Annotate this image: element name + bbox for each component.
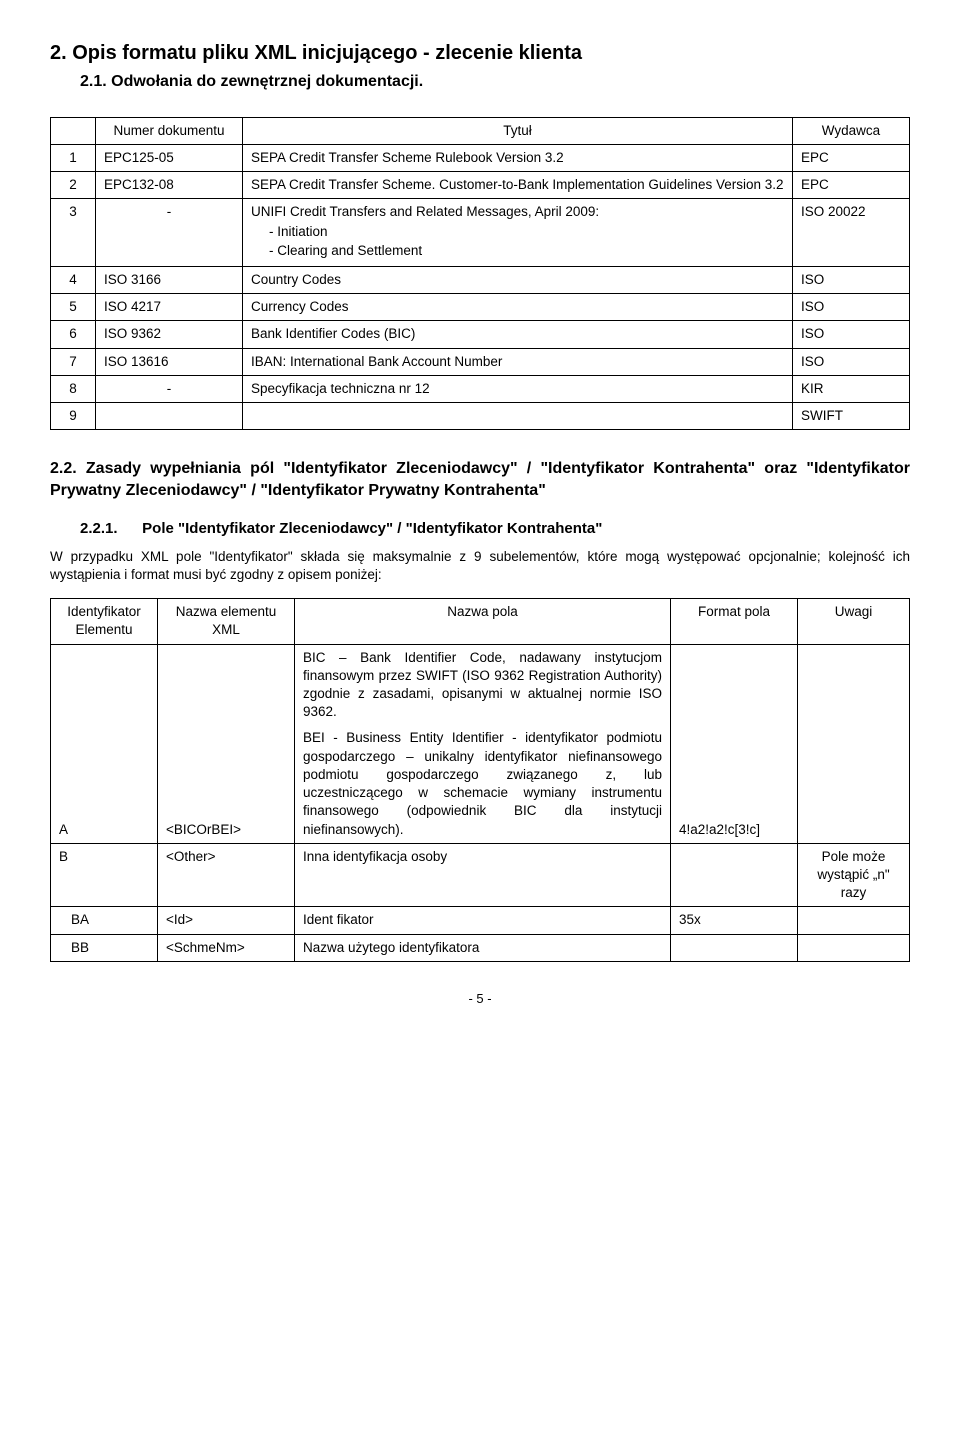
section-2-2-text: Zasady wypełniania pól "Identyfikator Zl… (50, 460, 910, 499)
t1-r8-pub: KIR (793, 375, 910, 402)
t1-r9-num (96, 403, 243, 430)
t1-r3-item2: Clearing and Settlement (269, 242, 784, 260)
t1-r7-title: IBAN: International Bank Account Number (243, 348, 793, 375)
page-number: - 5 - (50, 990, 910, 1008)
t1-r4-num: ISO 3166 (96, 266, 243, 293)
t1-r9-title (243, 403, 793, 430)
t2-ba-uwagi (798, 907, 910, 934)
section-2-2-num: 2.2. (50, 460, 77, 477)
t1-r3-num: - (96, 199, 243, 267)
references-table: Numer dokumentu Tytuł Wydawca 1 EPC125-0… (50, 117, 910, 431)
t1-r1-pub: EPC (793, 144, 910, 171)
t1-r2-title: SEPA Credit Transfer Scheme. Customer-to… (243, 172, 793, 199)
t1-r3-pub: ISO 20022 (793, 199, 910, 267)
t1-r8-n: 8 (51, 375, 96, 402)
t2-bb-id: BB (51, 934, 158, 961)
t2-b-uwagi: Pole może wystąpić „n" razy (798, 843, 910, 907)
t1-h3: Wydawca (793, 117, 910, 144)
t1-h0 (51, 117, 96, 144)
t1-r4-title: Country Codes (243, 266, 793, 293)
heading-sub-2-1: 2.1. Odwołania do zewnętrznej dokumentac… (80, 71, 910, 93)
section-2-2-1-text: Pole "Identyfikator Zleceniodawcy" / "Id… (142, 520, 602, 537)
section-2-2-1-num: 2.2.1. (80, 519, 138, 539)
t1-r1-n: 1 (51, 144, 96, 171)
t2-a-xml: <BICOrBEI> (158, 644, 295, 843)
t2-h0: Identyfikator Elementu (51, 599, 158, 644)
t2-h3: Format pola (671, 599, 798, 644)
t2-b-desc: Inna identyfikacja osoby (295, 843, 671, 907)
t1-r7-num: ISO 13616 (96, 348, 243, 375)
t1-r2-n: 2 (51, 172, 96, 199)
t1-r9-pub: SWIFT (793, 403, 910, 430)
t2-h2: Nazwa pola (295, 599, 671, 644)
t2-bb-xml: <SchmeNm> (158, 934, 295, 961)
t2-a-uwagi (798, 644, 910, 843)
t2-a-format: 4!a2!a2!c[3!c] (671, 644, 798, 843)
t1-r8-title: Specyfikacja techniczna nr 12 (243, 375, 793, 402)
t1-h2: Tytuł (243, 117, 793, 144)
t2-bb-desc: Nazwa użytego identyfikatora (295, 934, 671, 961)
t2-a-id: A (51, 644, 158, 843)
t1-r7-n: 7 (51, 348, 96, 375)
section-2-2-heading: 2.2. Zasady wypełniania pól "Identyfikat… (50, 458, 910, 501)
t2-a-desc1: BIC – Bank Identifier Code, nadawany ins… (295, 644, 671, 725)
t1-r3-n: 3 (51, 199, 96, 267)
t2-a-desc2: BEI - Business Entity Identifier - ident… (295, 725, 671, 843)
t1-r7-pub: ISO (793, 348, 910, 375)
t1-r2-pub: EPC (793, 172, 910, 199)
para-2-2-1: W przypadku XML pole "Identyfikator" skł… (50, 548, 910, 584)
t2-bb-uwagi (798, 934, 910, 961)
section-2-2-1-heading: 2.2.1. Pole "Identyfikator Zleceniodawcy… (80, 519, 910, 539)
t2-ba-format: 35x (671, 907, 798, 934)
t1-r4-n: 4 (51, 266, 96, 293)
t1-r3-title: UNIFI Credit Transfers and Related Messa… (243, 199, 793, 267)
t1-r4-pub: ISO (793, 266, 910, 293)
t1-r8-num: - (96, 375, 243, 402)
heading-main: 2. Opis formatu pliku XML inicjującego -… (50, 40, 910, 67)
t2-h4: Uwagi (798, 599, 910, 644)
t2-ba-id: BA (51, 907, 158, 934)
t2-b-id: B (51, 843, 158, 907)
t1-r5-n: 5 (51, 294, 96, 321)
t1-r2-num: EPC132-08 (96, 172, 243, 199)
t1-r6-n: 6 (51, 321, 96, 348)
t1-r5-pub: ISO (793, 294, 910, 321)
t1-r3-title-text: UNIFI Credit Transfers and Related Messa… (251, 204, 599, 219)
t1-r9-n: 9 (51, 403, 96, 430)
t1-h1: Numer dokumentu (96, 117, 243, 144)
t2-b-format (671, 843, 798, 907)
t2-ba-xml: <Id> (158, 907, 295, 934)
t1-r5-title: Currency Codes (243, 294, 793, 321)
identifier-table: Identyfikator Elementu Nazwa elementu XM… (50, 598, 910, 962)
t1-r6-pub: ISO (793, 321, 910, 348)
t1-r5-num: ISO 4217 (96, 294, 243, 321)
t1-r6-num: ISO 9362 (96, 321, 243, 348)
t2-bb-format (671, 934, 798, 961)
t1-r3-item1: Initiation (269, 223, 784, 241)
t1-r1-num: EPC125-05 (96, 144, 243, 171)
t2-ba-desc: Ident fikator (295, 907, 671, 934)
t2-h1: Nazwa elementu XML (158, 599, 295, 644)
t1-r6-title: Bank Identifier Codes (BIC) (243, 321, 793, 348)
t1-r1-title: SEPA Credit Transfer Scheme Rulebook Ver… (243, 144, 793, 171)
t2-b-xml: <Other> (158, 843, 295, 907)
